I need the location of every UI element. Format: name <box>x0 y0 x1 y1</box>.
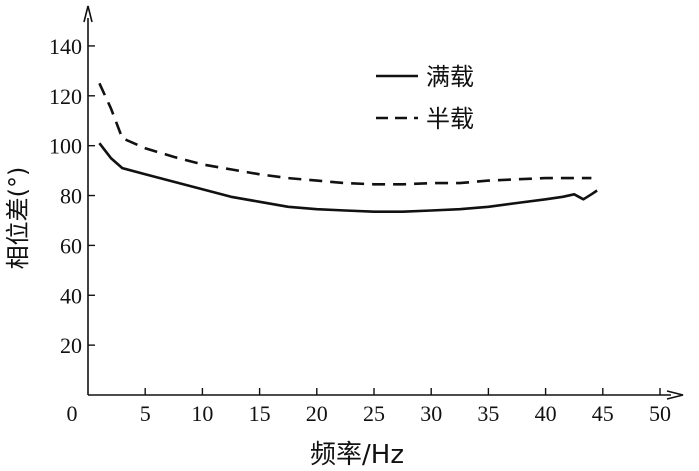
x-tick-label: 20 <box>306 401 328 426</box>
y-tick-label: 40 <box>60 283 82 308</box>
y-tick-label: 60 <box>60 233 82 258</box>
x-tick-label: 25 <box>363 401 385 426</box>
x-tick-label: 0 <box>67 401 78 426</box>
x-tick-label: 5 <box>140 401 151 426</box>
x-tick-label: 10 <box>191 401 213 426</box>
legend-label-1: 满载 <box>426 63 474 91</box>
x-tick-label: 15 <box>249 401 271 426</box>
x-tick-label: 30 <box>420 401 442 426</box>
series-line-1 <box>98 142 598 213</box>
x-tick-label: 45 <box>592 401 614 426</box>
series-layer <box>98 82 598 213</box>
y-tick-label: 120 <box>49 84 82 109</box>
y-tick-label: 100 <box>49 134 82 159</box>
y-tick-label: 140 <box>49 34 82 59</box>
y-axis-label: 相位差(°) <box>4 167 32 270</box>
x-tick-label: 35 <box>477 401 499 426</box>
y-tick-label: 20 <box>60 333 82 358</box>
series-line-2 <box>98 82 592 186</box>
y-axis-arrow <box>83 5 93 23</box>
y-tick-label: 80 <box>60 184 82 209</box>
y-axis: 20 40 60 80 100 120 140 <box>49 5 95 395</box>
legend-label-2: 半载 <box>426 105 474 133</box>
x-tick-label: 50 <box>649 401 671 426</box>
x-axis-arrow <box>666 390 684 400</box>
x-axis: 0 5 10 15 20 25 30 35 40 45 50 <box>67 388 684 426</box>
x-tick-label: 40 <box>535 401 557 426</box>
x-axis-label: 频率/Hz <box>310 440 404 470</box>
